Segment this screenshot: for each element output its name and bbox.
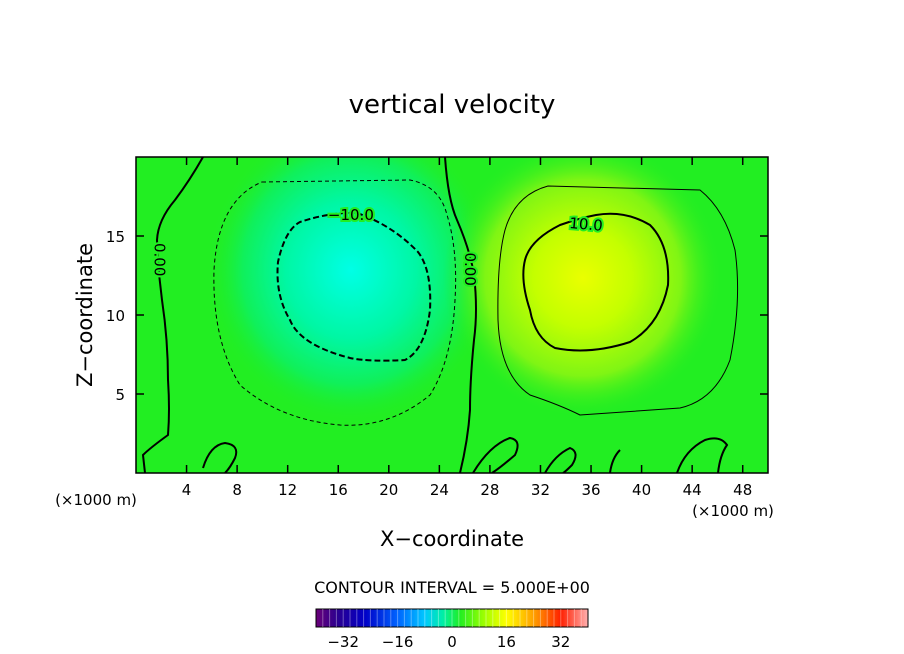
chart-title: vertical velocity	[349, 90, 556, 120]
x-tick-label: 32	[531, 481, 550, 499]
y-axis-label: Z−coordinate	[73, 243, 97, 387]
colorbar-tick-label: 16	[497, 633, 516, 651]
colorbar-stripes	[322, 609, 582, 627]
y-tick-label: 15	[106, 228, 125, 246]
contour-line-neg10	[276, 211, 432, 362]
contour-line-zero-center	[444, 157, 477, 473]
x-tick-label: 36	[581, 481, 600, 499]
colorbar-tick-label: −32	[327, 633, 359, 651]
x-tick-label: 48	[733, 481, 752, 499]
colorbar-tick-label: 32	[551, 633, 570, 651]
contour-line-pos5	[497, 185, 739, 416]
x-tick-label: 20	[379, 481, 398, 499]
colorbar-ticks: −32 −16 0 16 32	[327, 633, 570, 651]
x-tick-label: 28	[480, 481, 499, 499]
contour-line-bottom-1	[202, 441, 238, 473]
x-unit-right: (×1000 m)	[692, 502, 774, 520]
x-unit-left: (×1000 m)	[55, 491, 137, 509]
y-tick-label: 5	[115, 386, 125, 404]
x-tick-label: 40	[632, 481, 651, 499]
contour-label: 10.0	[569, 214, 604, 235]
x-tick-label: 16	[329, 481, 348, 499]
colorbar-tick-label: −16	[382, 633, 414, 651]
colorbar	[315, 608, 589, 628]
contour-label: 0.00	[461, 252, 479, 285]
contour-label: −10.0	[328, 206, 374, 224]
contour-label: 0.00	[150, 243, 168, 276]
contour-line-bottom-3	[544, 446, 577, 473]
x-tick-label: 24	[430, 481, 449, 499]
contour-interval-text: CONTOUR INTERVAL = 5.000E+00	[314, 578, 590, 597]
x-tick-label: 4	[182, 481, 192, 499]
y-axis-ticks: 5 10 15	[106, 228, 768, 404]
contour-labels: −10.0 10.0 0.00 0.00	[148, 204, 605, 288]
plot-area	[136, 157, 768, 473]
contour-line-zero-left	[141, 157, 204, 473]
contour-line-bottom-4	[609, 449, 621, 473]
x-axis-label: X−coordinate	[380, 527, 524, 551]
contour-line-bottom-5	[676, 437, 729, 473]
contour-line-pos10	[522, 212, 670, 352]
x-tick-label: 44	[683, 481, 702, 499]
x-tick-label: 12	[278, 481, 297, 499]
x-axis-ticks: 4 8 12 16 20 24 28 32 36 40 44 48	[182, 157, 752, 499]
contour-line-neg5	[213, 179, 457, 426]
y-tick-label: 10	[106, 307, 125, 325]
x-tick-label: 8	[232, 481, 242, 499]
colorbar-tick-label: 0	[447, 633, 457, 651]
negative-field-core	[201, 157, 501, 420]
positive-field-core	[438, 157, 728, 423]
contour-line-bottom-2	[472, 436, 519, 473]
